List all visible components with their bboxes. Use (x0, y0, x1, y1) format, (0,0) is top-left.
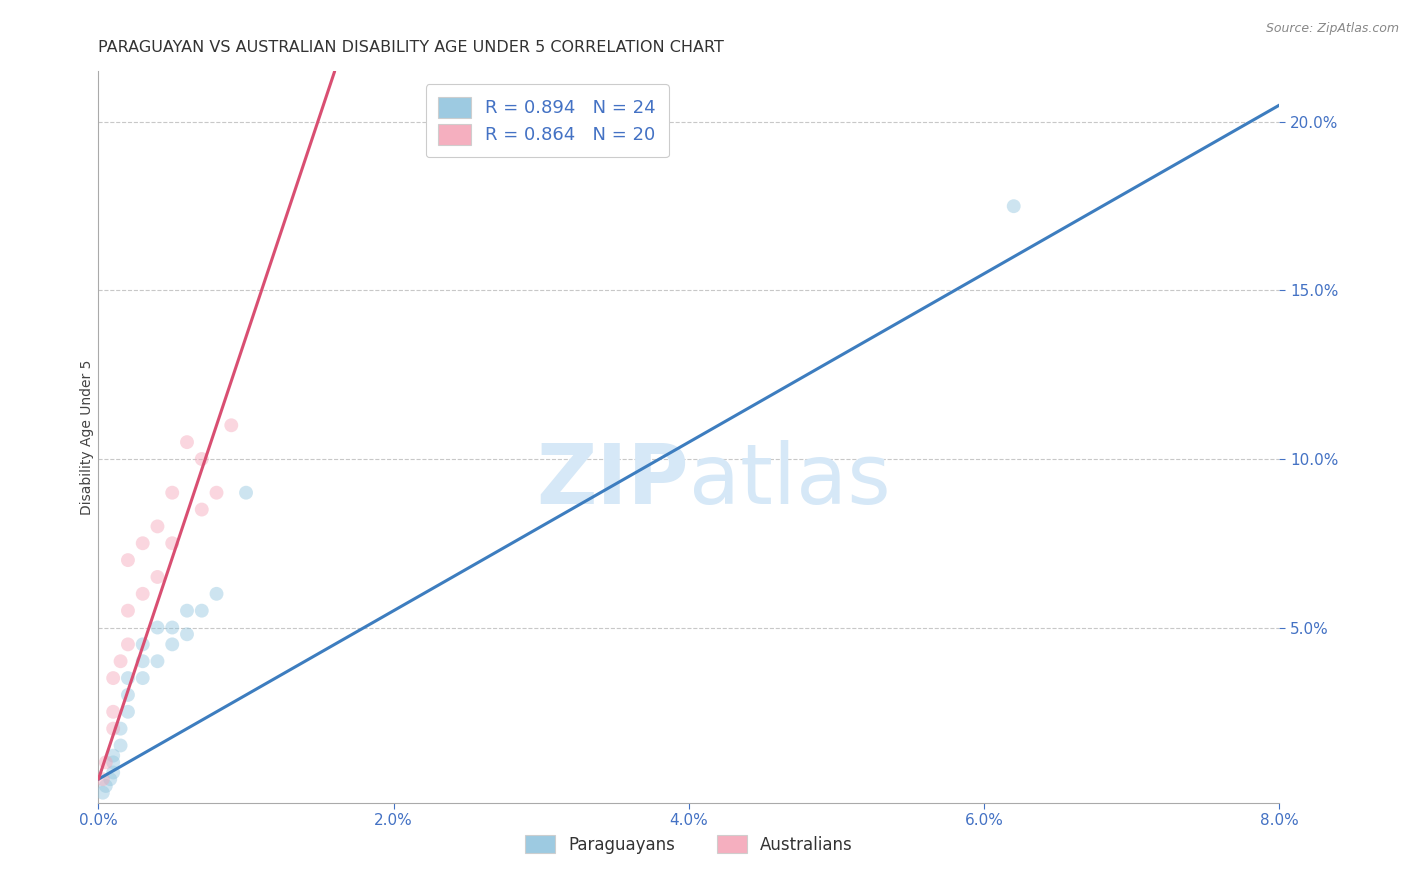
Point (103, 748, 125, 763)
Point (146, 654, 169, 668)
Point (117, 604, 139, 618)
Point (162, 485, 183, 500)
Point (94, 779, 117, 793)
Point (205, 587, 228, 601)
Point (132, 654, 155, 668)
Point (162, 536, 183, 550)
Point (117, 671, 139, 685)
Point (117, 688, 139, 702)
Point (91, 772, 114, 787)
Point (132, 587, 155, 601)
Point (176, 604, 198, 618)
Point (132, 536, 155, 550)
Point (110, 654, 132, 668)
Point (91, 786, 114, 800)
Text: PARAGUAYAN VS AUSTRALIAN DISABILITY AGE UNDER 5 CORRELATION CHART: PARAGUAYAN VS AUSTRALIAN DISABILITY AGE … (98, 40, 724, 55)
Point (98, 772, 121, 787)
Legend: Paraguayans, Australians: Paraguayans, Australians (519, 829, 859, 860)
Point (103, 705, 125, 719)
Point (146, 621, 169, 635)
Point (117, 637, 139, 651)
Point (103, 765, 125, 780)
Point (132, 637, 155, 651)
Point (191, 604, 214, 618)
Point (110, 722, 132, 736)
Point (146, 519, 169, 533)
Point (162, 637, 183, 651)
Y-axis label: Disability Age Under 5: Disability Age Under 5 (80, 359, 94, 515)
Point (117, 553, 139, 567)
Point (103, 722, 125, 736)
Point (191, 452, 214, 467)
Point (176, 627, 198, 641)
Point (94, 756, 117, 770)
Point (146, 570, 169, 584)
Text: atlas: atlas (689, 441, 890, 522)
Text: ZIP: ZIP (537, 441, 689, 522)
Point (117, 705, 139, 719)
Text: Source: ZipAtlas.com: Source: ZipAtlas.com (1265, 22, 1399, 36)
Point (1002, 199, 1025, 213)
Point (162, 621, 183, 635)
Point (110, 739, 132, 753)
Point (191, 502, 214, 516)
Point (221, 418, 243, 433)
Point (103, 756, 125, 770)
Point (176, 435, 198, 450)
Point (205, 485, 228, 500)
Point (132, 671, 155, 685)
Point (235, 485, 257, 500)
Point (103, 671, 125, 685)
